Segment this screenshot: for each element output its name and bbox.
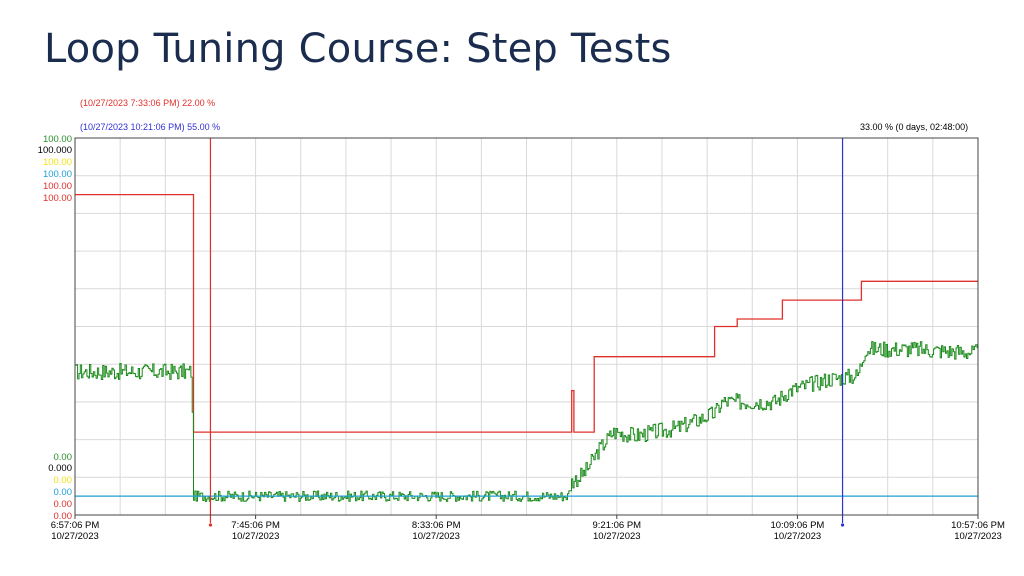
plot-frame [74, 137, 979, 516]
y-scale-max-label: 100.00 [43, 193, 72, 204]
x-tick-time-label: 10:09:06 PM [770, 520, 824, 531]
y-scale-min-label: 0.00 [54, 511, 73, 522]
slide-title: Loop Tuning Course: Step Tests [44, 26, 672, 72]
cursor-marker-1 [208, 523, 213, 527]
red-cursor-time-open: ( [80, 98, 83, 108]
red-cursor-time-close: ) [176, 98, 180, 108]
x-tick-time-label: 7:45:06 PM [231, 520, 280, 531]
y-scale-max-label: 100.00 [43, 134, 72, 145]
red-cursor-value: 22.00 % [182, 98, 216, 108]
y-scale-max-label: 100.00 [43, 181, 72, 192]
blue-cursor-value: 55.00 % [187, 122, 221, 132]
x-tick-time-label: 8:33:06 PM [412, 520, 461, 531]
y-scale-max-label: 100.00 [43, 169, 72, 180]
blue-cursor-time-close: ) [181, 122, 185, 132]
y-scale-max-label: 100.000 [38, 145, 72, 156]
x-tick-time-label: 6:57:06 PM [51, 520, 100, 531]
cursor-marker-2 [840, 523, 845, 527]
blue-cursor-time-open: ( [80, 122, 83, 132]
y-scale-max-label: 100.00 [43, 157, 72, 168]
x-tick-date-label: 10/27/2023 [954, 531, 1002, 542]
series-line-1 [75, 193, 978, 433]
cursor-span-readout: 33.00 % (0 days, 02:48:00) [860, 122, 969, 132]
red-cursor-time: 10/27/2023 7:33:06 PM [83, 98, 177, 108]
y-scale-min-label: 0.00 [54, 487, 73, 498]
y-scale-min-label: 0.00 [54, 475, 73, 486]
x-tick-time-label: 10:57:06 PM [951, 520, 1005, 531]
y-scale-min-label: 0.00 [54, 499, 73, 510]
x-tick-date-label: 10/27/2023 [51, 531, 99, 542]
blue-cursor-readout: (10/27/2023 10:21:06 PM) 55.00 % [80, 122, 220, 132]
blue-cursor-time: 10/27/2023 10:21:06 PM [83, 122, 182, 132]
x-tick-date-label: 10/27/2023 [774, 531, 822, 542]
y-scale-min-label: 0.00 [54, 452, 73, 463]
x-tick-date-label: 10/27/2023 [412, 531, 460, 542]
red-cursor-readout: (10/27/2023 7:33:06 PM) 22.00 % [80, 98, 215, 108]
x-tick-date-label: 10/27/2023 [232, 531, 280, 542]
x-tick-date-label: 10/27/2023 [593, 531, 641, 542]
y-scale-min-label: 0.000 [48, 463, 72, 474]
x-tick-time-label: 9:21:06 PM [593, 520, 642, 531]
